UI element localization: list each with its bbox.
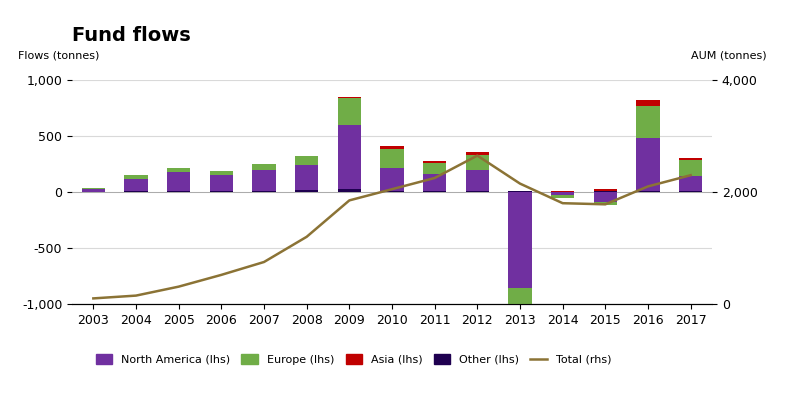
Bar xyxy=(82,189,105,192)
Bar xyxy=(210,175,233,191)
Bar xyxy=(252,191,276,192)
Bar xyxy=(82,188,105,189)
Bar xyxy=(508,288,532,320)
Bar xyxy=(551,192,574,195)
Bar xyxy=(252,170,276,191)
Bar xyxy=(466,152,489,155)
Bar xyxy=(423,174,446,192)
Bar xyxy=(210,171,233,175)
Bar xyxy=(380,146,404,149)
Bar xyxy=(679,160,702,176)
Bar xyxy=(167,168,190,172)
Bar xyxy=(508,192,532,288)
Bar xyxy=(210,191,233,192)
Bar xyxy=(380,149,404,168)
Bar xyxy=(295,164,318,190)
Bar xyxy=(338,189,361,192)
Text: Flows (tonnes): Flows (tonnes) xyxy=(18,51,99,61)
Bar xyxy=(594,202,617,205)
Bar xyxy=(679,176,702,192)
Bar xyxy=(423,161,446,163)
Bar xyxy=(124,179,148,192)
Bar xyxy=(252,164,276,170)
Bar xyxy=(466,155,489,170)
Bar xyxy=(508,191,532,192)
Bar xyxy=(167,191,190,192)
Legend: North America (lhs), Europe (lhs), Asia (lhs), Other (lhs), Total (rhs): North America (lhs), Europe (lhs), Asia … xyxy=(91,350,616,369)
Text: AUM (tonnes): AUM (tonnes) xyxy=(690,51,766,61)
Bar xyxy=(594,189,617,192)
Bar xyxy=(551,195,574,198)
Bar xyxy=(636,138,660,192)
Text: Fund flows: Fund flows xyxy=(72,26,190,45)
Bar xyxy=(124,175,148,179)
Bar xyxy=(466,170,489,192)
Bar xyxy=(295,190,318,192)
Bar xyxy=(295,156,318,164)
Bar xyxy=(380,168,404,192)
Bar xyxy=(338,97,361,98)
Bar xyxy=(338,125,361,189)
Bar xyxy=(338,98,361,125)
Bar xyxy=(423,163,446,174)
Bar xyxy=(679,158,702,160)
Bar xyxy=(636,100,660,106)
Bar xyxy=(167,172,190,191)
Bar xyxy=(594,192,617,202)
Bar xyxy=(636,106,660,138)
